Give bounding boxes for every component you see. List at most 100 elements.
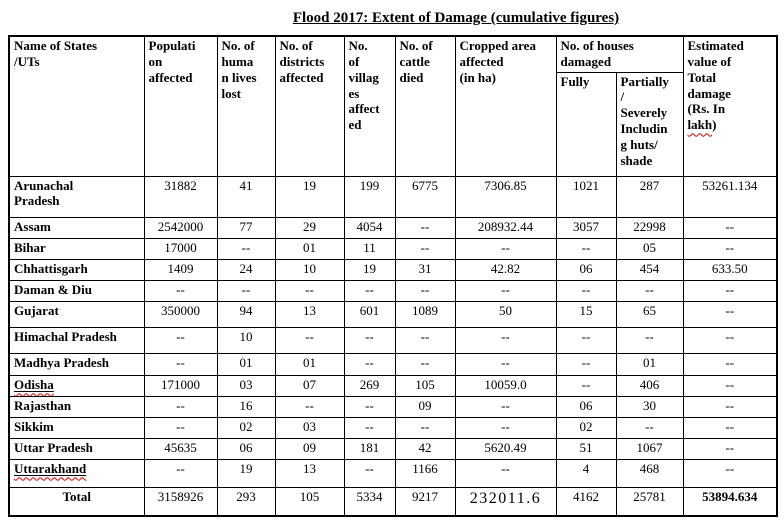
cell-population: --	[143, 416, 218, 439]
cell-districts: 01	[274, 352, 345, 376]
state-name-cell: Assam	[8, 216, 145, 239]
estimated-label-pre: Estimated value of Total damage (Rs. In	[687, 38, 744, 117]
cell-cropped-area: 208932.44	[454, 216, 557, 239]
cell-partially: 65	[615, 300, 684, 328]
col-header-estimated-value: Estimated value of Total damage (Rs. In …	[682, 35, 778, 177]
cell-population: 2542000	[143, 216, 218, 239]
col-header-states: Name of States /UTs	[8, 35, 145, 177]
cell-districts: 29	[274, 216, 345, 239]
cell-partially: --	[615, 416, 684, 439]
cell-cropped-area: 10059.0	[454, 374, 557, 397]
col-header-houses-damaged: No. of houses damaged	[555, 35, 684, 73]
cell-population: 350000	[143, 300, 218, 328]
cell-villages: --	[343, 416, 396, 439]
col-header-villages: No. of villag es affect ed	[343, 35, 396, 177]
cell-districts: 07	[274, 374, 345, 397]
cell-fully: --	[555, 326, 617, 354]
total-villages: 5334	[343, 486, 396, 517]
cell-districts: --	[274, 326, 345, 354]
cell-estimated: --	[682, 326, 778, 354]
cell-districts: 13	[274, 300, 345, 328]
cell-cattle: 1166	[394, 458, 456, 488]
state-name-cell: Uttar Pradesh	[8, 437, 145, 460]
total-fully: 4162	[555, 486, 617, 517]
cell-fully: 02	[555, 416, 617, 439]
cell-partially: 287	[615, 175, 684, 218]
spellcheck-squiggle-word: lakh	[687, 117, 713, 133]
cell-cropped-area: --	[454, 326, 557, 354]
cell-partially: --	[615, 326, 684, 354]
cell-population: --	[143, 352, 218, 376]
table-row: Gujarat 350000 94 13 601 1089 50 15 65 -…	[8, 300, 778, 328]
col-header-human-lives: No. of huma n lives lost	[216, 35, 276, 177]
document-title-text: Flood 2017: Extent of Damage (cumulative…	[292, 10, 620, 26]
cell-cattle: 6775	[394, 175, 456, 218]
cell-villages: --	[343, 458, 396, 488]
cell-cattle: --	[394, 216, 456, 239]
state-name-cell: Uttarakhand	[8, 458, 145, 488]
state-name-cell: Daman & Diu	[8, 279, 145, 302]
cell-districts: --	[274, 395, 345, 418]
cell-fully: --	[555, 352, 617, 376]
total-districts: 105	[274, 486, 345, 517]
cell-fully: 4	[555, 458, 617, 488]
cell-cropped-area: --	[454, 237, 557, 260]
cell-fully: --	[555, 237, 617, 260]
cell-fully: --	[555, 279, 617, 302]
cell-estimated: --	[682, 279, 778, 302]
state-name-cell: Bihar	[8, 237, 145, 260]
cell-estimated: --	[682, 300, 778, 328]
cell-estimated: --	[682, 237, 778, 260]
header-row-top: Name of States /UTs Populati on affected…	[8, 35, 778, 177]
cell-population: 45635	[143, 437, 218, 460]
cell-villages: 601	[343, 300, 396, 328]
total-estimated: 53894.634	[682, 486, 778, 517]
cell-population: --	[143, 326, 218, 354]
table-row: Himachal Pradesh -- 10 -- -- -- -- -- --…	[8, 326, 778, 354]
cell-fully: --	[555, 374, 617, 397]
cell-human-lives: --	[216, 237, 276, 260]
cell-estimated: 53261.134	[682, 175, 778, 218]
cell-cropped-area: 5620.49	[454, 437, 557, 460]
cell-population: --	[143, 458, 218, 488]
page-title: Flood 2017: Extent of Damage (cumulative…	[0, 0, 784, 27]
cell-human-lives: 03	[216, 374, 276, 397]
cell-cropped-area: --	[454, 458, 557, 488]
cell-human-lives: --	[216, 279, 276, 302]
cell-cropped-area: --	[454, 352, 557, 376]
col-header-districts: No. of districts affected	[274, 35, 345, 177]
col-header-population: Populati on affected	[143, 35, 218, 177]
cell-estimated: --	[682, 395, 778, 418]
cell-cropped-area: --	[454, 416, 557, 439]
cell-villages: 4054	[343, 216, 396, 239]
cell-partially: --	[615, 279, 684, 302]
cell-partially: 468	[615, 458, 684, 488]
col-header-cattle: No. of cattle died	[394, 35, 456, 177]
flood-damage-table: Name of States /UTs Populati on affected…	[8, 35, 779, 517]
table-total-row: Total 3158926 293 105 5334 9217 232011.6…	[8, 486, 778, 517]
state-name-cell: Rajasthan	[8, 395, 145, 418]
state-name-cell: Gujarat	[8, 300, 145, 328]
estimated-label-post: )	[712, 117, 717, 133]
state-name-flagged: Uttarakhand	[14, 460, 87, 476]
cell-cattle: 09	[394, 395, 456, 418]
cell-cropped-area: 42.82	[454, 258, 557, 281]
cell-human-lives: 94	[216, 300, 276, 328]
cell-population: 171000	[143, 374, 218, 397]
cell-human-lives: 10	[216, 326, 276, 354]
cell-population: --	[143, 279, 218, 302]
header-row-sub: Fully Partially / Severely Includin g hu…	[9, 71, 777, 177]
cell-human-lives: 16	[216, 395, 276, 418]
cell-districts: 10	[274, 258, 345, 281]
table-row: Odisha 171000 03 07 269 105 10059.0 -- 4…	[8, 374, 778, 397]
cell-estimated: --	[682, 216, 778, 239]
cell-human-lives: 01	[216, 352, 276, 376]
total-population: 3158926	[143, 486, 218, 517]
cell-villages: 181	[343, 437, 396, 460]
cell-cropped-area: 7306.85	[454, 175, 557, 218]
cell-estimated: 633.50	[682, 258, 778, 281]
spellcheck-squiggle: Uttarakhand	[14, 461, 86, 476]
cell-human-lives: 02	[216, 416, 276, 439]
cell-fully: 15	[555, 300, 617, 328]
table-row: Uttarakhand -- 19 13 -- 1166 -- 4 468 --	[8, 458, 778, 488]
